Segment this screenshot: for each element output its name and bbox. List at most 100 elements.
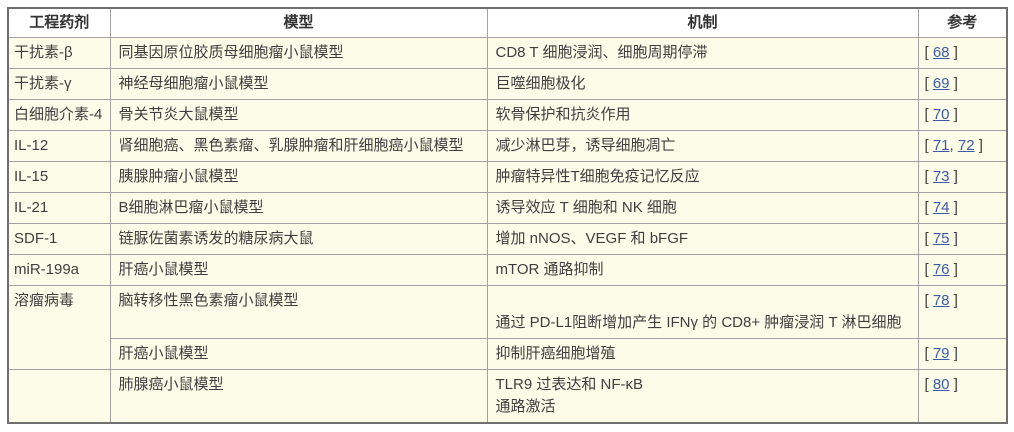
mechanism-cell: 增加 nNOS、VEGF 和 bFGF bbox=[486, 223, 919, 255]
table-row: IL-21 B细胞淋巴瘤小鼠模型 诱导效应 T 细胞和 NK 细胞 [ 74 ] bbox=[7, 192, 1008, 224]
reference-link[interactable]: 74 bbox=[932, 199, 950, 216]
ref-open-bracket: [ bbox=[924, 199, 933, 216]
mechanism-cell: 软骨保护和抗炎作用 bbox=[486, 99, 919, 131]
model-cell: 骨关节炎大鼠模型 bbox=[109, 99, 488, 131]
agent-cell: IL-12 bbox=[7, 130, 111, 162]
ref-close-bracket: ] bbox=[949, 292, 958, 309]
table-row: 溶瘤病毒 脑转移性黑色素瘤小鼠模型 通过 PD-L1阻断增加产生 IFNγ 的 … bbox=[7, 285, 1008, 370]
ref-open-bracket: [ bbox=[924, 345, 933, 362]
model-cell: B细胞淋巴瘤小鼠模型 bbox=[109, 192, 488, 224]
agent-cell: IL-21 bbox=[7, 192, 111, 224]
ref-close-bracket: ] bbox=[949, 345, 958, 362]
mechanism-cell: 巨噬细胞极化 bbox=[486, 68, 919, 100]
reference-link[interactable]: 70 bbox=[932, 106, 950, 123]
model-cell: 肺腺癌小鼠模型 bbox=[109, 369, 488, 424]
reference-link[interactable]: 73 bbox=[932, 168, 950, 185]
model-cell: 链脲佐菌素诱发的糖尿病大鼠 bbox=[109, 223, 488, 255]
agent-cell: 白细胞介素-4 bbox=[7, 99, 111, 131]
mechanism-cell: CD8 T 细胞浸润、细胞周期停滞 bbox=[486, 37, 919, 69]
agent-cell: miR-199a bbox=[7, 254, 111, 286]
agent-cell-empty bbox=[7, 369, 111, 424]
reference-link[interactable]: 71 bbox=[932, 137, 950, 154]
mechanism-text: mTOR 通路抑制 bbox=[495, 261, 604, 278]
ref-close-bracket: ] bbox=[949, 230, 958, 247]
mechanism-text: 减少淋巴芽，诱导细胞凋亡 bbox=[495, 137, 676, 154]
ref-close-bracket: ] bbox=[974, 137, 983, 154]
ref-close-bracket: ] bbox=[949, 199, 958, 216]
ref-close-bracket: ] bbox=[949, 106, 958, 123]
mechanism-cell: 诱导效应 T 细胞和 NK 细胞 bbox=[486, 192, 919, 224]
model-cell: 肾细胞癌、黑色素瘤、乳腺肿瘤和肝细胞癌小鼠模型 bbox=[109, 130, 488, 162]
reference-cell: [ 73 ] bbox=[917, 161, 1008, 193]
ref-open-bracket: [ bbox=[924, 292, 933, 309]
reference-cell: [ 75 ] bbox=[917, 223, 1008, 255]
reference-cell: [ 71, 72 ] bbox=[917, 130, 1008, 162]
ref-open-bracket: [ bbox=[924, 75, 933, 92]
header-model: 模型 bbox=[109, 7, 488, 38]
ref-open-bracket: [ bbox=[924, 261, 933, 278]
ref-close-bracket: ] bbox=[949, 75, 958, 92]
table-row: 白细胞介素-4 骨关节炎大鼠模型 软骨保护和抗炎作用 [ 70 ] bbox=[7, 99, 1008, 131]
model-cell: 神经母细胞瘤小鼠模型 bbox=[109, 68, 488, 100]
mechanism-text: 通过 PD-L1阻断增加产生 IFNγ 的 CD8+ 肿瘤浸润 T 淋巴细胞 bbox=[495, 314, 902, 331]
ref-open-bracket: [ bbox=[924, 44, 933, 61]
model-cell: 同基因原位胶质母细胞瘤小鼠模型 bbox=[109, 37, 488, 69]
reference-cell: [ 78 ] bbox=[917, 285, 1008, 339]
agent-cell: 干扰素-β bbox=[7, 37, 111, 69]
mechanism-cell: TLR9 过表达和 NF-κB 通路激活 bbox=[486, 369, 919, 424]
table-row: SDF-1 链脲佐菌素诱发的糖尿病大鼠 增加 nNOS、VEGF 和 bFGF … bbox=[7, 223, 1008, 255]
table-row: IL-12 肾细胞癌、黑色素瘤、乳腺肿瘤和肝细胞癌小鼠模型 减少淋巴芽，诱导细胞… bbox=[7, 130, 1008, 162]
reference-link[interactable]: 76 bbox=[932, 261, 950, 278]
table-header-row: 工程药剂 模型 机制 参考 bbox=[7, 7, 1008, 38]
mechanism-cell: 肿瘤特异性T细胞免疫记忆反应 bbox=[486, 161, 919, 193]
mechanism-text bbox=[496, 290, 910, 312]
reference-cell: [ 69 ] bbox=[917, 68, 1008, 100]
reference-link[interactable]: 69 bbox=[932, 75, 950, 92]
ref-close-bracket: ] bbox=[949, 261, 958, 278]
mechanism-cell: 抑制肝癌细胞增殖 bbox=[486, 338, 919, 370]
reference-cell: [ 68 ] bbox=[917, 37, 1008, 69]
reference-link[interactable]: 79 bbox=[932, 345, 950, 362]
reference-cell: [ 79 ] bbox=[917, 338, 1008, 370]
header-agent: 工程药剂 bbox=[7, 7, 111, 38]
table-row: 干扰素-β 同基因原位胶质母细胞瘤小鼠模型 CD8 T 细胞浸润、细胞周期停滞 … bbox=[7, 37, 1008, 69]
mechanism-text: 巨噬细胞极化 bbox=[495, 75, 586, 92]
mechanism-text: 软骨保护和抗炎作用 bbox=[495, 106, 631, 123]
reference-cell: [ 70 ] bbox=[917, 99, 1008, 131]
reference-cell: [ 76 ] bbox=[917, 254, 1008, 286]
ref-separator: , bbox=[949, 137, 958, 154]
mechanism-text: 抑制肝癌细胞增殖 bbox=[495, 345, 616, 362]
ref-close-bracket: ] bbox=[949, 376, 958, 393]
mechanism-text: 肿瘤特异性T细胞免疫记忆反应 bbox=[495, 168, 700, 185]
reference-link[interactable]: 68 bbox=[932, 44, 950, 61]
model-cell: 脑转移性黑色素瘤小鼠模型 bbox=[109, 285, 488, 339]
reference-link[interactable]: 80 bbox=[932, 376, 950, 393]
model-cell: 肝癌小鼠模型 bbox=[109, 254, 488, 286]
agent-cell: 干扰素-γ bbox=[7, 68, 111, 100]
header-mechanism: 机制 bbox=[486, 7, 919, 38]
mechanism-text: TLR9 过表达和 NF-κB bbox=[495, 376, 644, 393]
ref-open-bracket: [ bbox=[924, 137, 933, 154]
reference-link[interactable]: 78 bbox=[932, 292, 950, 309]
agent-cell: SDF-1 bbox=[7, 223, 111, 255]
mechanism-cell: 通过 PD-L1阻断增加产生 IFNγ 的 CD8+ 肿瘤浸润 T 淋巴细胞 bbox=[486, 285, 919, 339]
agent-cell: 溶瘤病毒 bbox=[7, 285, 111, 370]
reference-cell: [ 74 ] bbox=[917, 192, 1008, 224]
ref-close-bracket: ] bbox=[949, 168, 958, 185]
mechanism-text: CD8 T 细胞浸润、细胞周期停滞 bbox=[495, 44, 708, 61]
mechanism-text: 诱导效应 T 细胞和 NK 细胞 bbox=[495, 199, 677, 216]
reference-link[interactable]: 75 bbox=[932, 230, 950, 247]
table-row: 肝癌小鼠模型 抑制肝癌细胞增殖 [ 79 ] bbox=[8, 338, 1008, 370]
engineered-agents-table: 工程药剂 模型 机制 参考 干扰素-β 同基因原位胶质母细胞瘤小鼠模型 CD8 … bbox=[7, 7, 1008, 424]
ref-open-bracket: [ bbox=[924, 376, 933, 393]
reference-link[interactable]: 72 bbox=[957, 137, 975, 154]
mechanism-cell: mTOR 通路抑制 bbox=[486, 254, 919, 286]
ref-open-bracket: [ bbox=[924, 168, 933, 185]
mechanism-text: 增加 nNOS、VEGF 和 bFGF bbox=[495, 230, 689, 247]
model-cell: 胰腺肿瘤小鼠模型 bbox=[109, 161, 488, 193]
mechanism-cell: 减少淋巴芽，诱导细胞凋亡 bbox=[486, 130, 919, 162]
model-cell: 肝癌小鼠模型 bbox=[109, 338, 488, 370]
ref-open-bracket: [ bbox=[924, 106, 933, 123]
ref-close-bracket: ] bbox=[949, 44, 958, 61]
header-reference: 参考 bbox=[917, 7, 1008, 38]
